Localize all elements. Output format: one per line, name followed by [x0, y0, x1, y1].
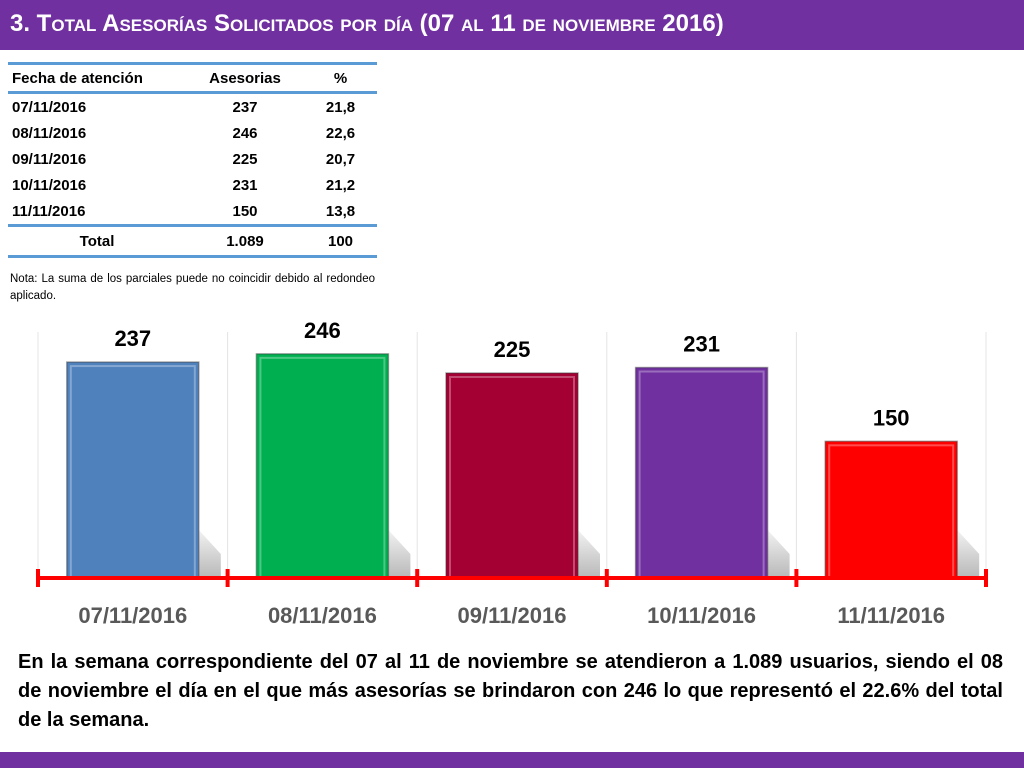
table-cell-percent: 13,8 — [325, 202, 356, 220]
table-cell-percent: 21,2 — [325, 176, 356, 194]
bar-shadow — [578, 530, 600, 578]
x-tick-label: 08/11/2016 — [268, 603, 377, 628]
bar — [255, 353, 390, 579]
data-label: 225 — [494, 337, 531, 362]
data-label: 237 — [114, 326, 151, 351]
bar-shadow — [388, 530, 411, 578]
table-cell-count: 237 — [232, 98, 258, 116]
data-label: 150 — [873, 405, 910, 430]
table-cell-percent: 20,7 — [325, 150, 356, 168]
bar-shadow — [767, 530, 790, 578]
x-tick-label: 09/11/2016 — [458, 603, 567, 628]
column-header-count: Asesorias — [186, 62, 304, 94]
data-table: Fecha de atención Asesorias % 07/11/2016… — [8, 62, 377, 258]
column-header-date: Fecha de atención — [8, 62, 186, 94]
table-row: 10/11/2016 231 21,2 — [8, 172, 377, 198]
summary-text: En la semana correspondiente del 07 al 1… — [18, 651, 1003, 731]
page-title: 3. Total Asesorías Solicitados por día (… — [10, 10, 724, 37]
x-tick-label: 07/11/2016 — [78, 603, 187, 628]
bar-chart: 237 246 225 231 150 07/11/2016 08/11/2016 09/1… — [36, 320, 988, 628]
table-cell-count: 225 — [232, 150, 258, 168]
bar — [445, 372, 579, 579]
table-cell-percent: 21,8 — [325, 98, 356, 116]
x-tick-label: 11/11/2016 — [837, 603, 945, 628]
bar — [66, 361, 200, 579]
total-count: 1.089 — [186, 224, 304, 258]
footer-bar — [0, 752, 1024, 768]
table-header-row: Fecha de atención Asesorias % — [8, 62, 377, 94]
total-label: Total — [8, 224, 186, 258]
table-cell-date: 09/11/2016 — [12, 150, 87, 168]
data-label: 231 — [683, 332, 720, 357]
table-cell-date: 10/11/2016 — [12, 176, 87, 194]
table-cell-date: 08/11/2016 — [12, 124, 87, 142]
table-total-row: Total 1.089 100 — [8, 224, 377, 258]
table-row: 11/11/2016 150 13,8 — [8, 198, 377, 226]
table-row: 08/11/2016 246 22,6 — [8, 120, 377, 146]
bar — [824, 440, 958, 580]
x-tick-label: 10/11/2016 — [647, 603, 756, 628]
bar — [634, 366, 769, 579]
bar-shadow — [957, 530, 980, 578]
table-cell-date: 07/11/2016 — [12, 98, 87, 116]
table-note: Nota: La suma de los parciales puede no … — [10, 273, 375, 302]
table-cell-percent: 22,6 — [325, 124, 356, 142]
table-cell-date: 11/11/2016 — [12, 202, 86, 220]
total-percent: 100 — [304, 224, 377, 258]
table-cell-count: 231 — [232, 176, 258, 194]
table-cell-count: 246 — [232, 124, 258, 142]
column-header-percent: % — [304, 62, 377, 94]
bar-shadow — [198, 530, 221, 578]
table-row: 07/11/2016 237 21,8 — [8, 93, 377, 121]
table-cell-count: 150 — [232, 202, 258, 220]
title-bar: 3. Total Asesorías Solicitados por día (… — [0, 0, 1024, 50]
data-label: 246 — [304, 320, 341, 343]
table-row: 09/11/2016 225 20,7 — [8, 146, 377, 172]
